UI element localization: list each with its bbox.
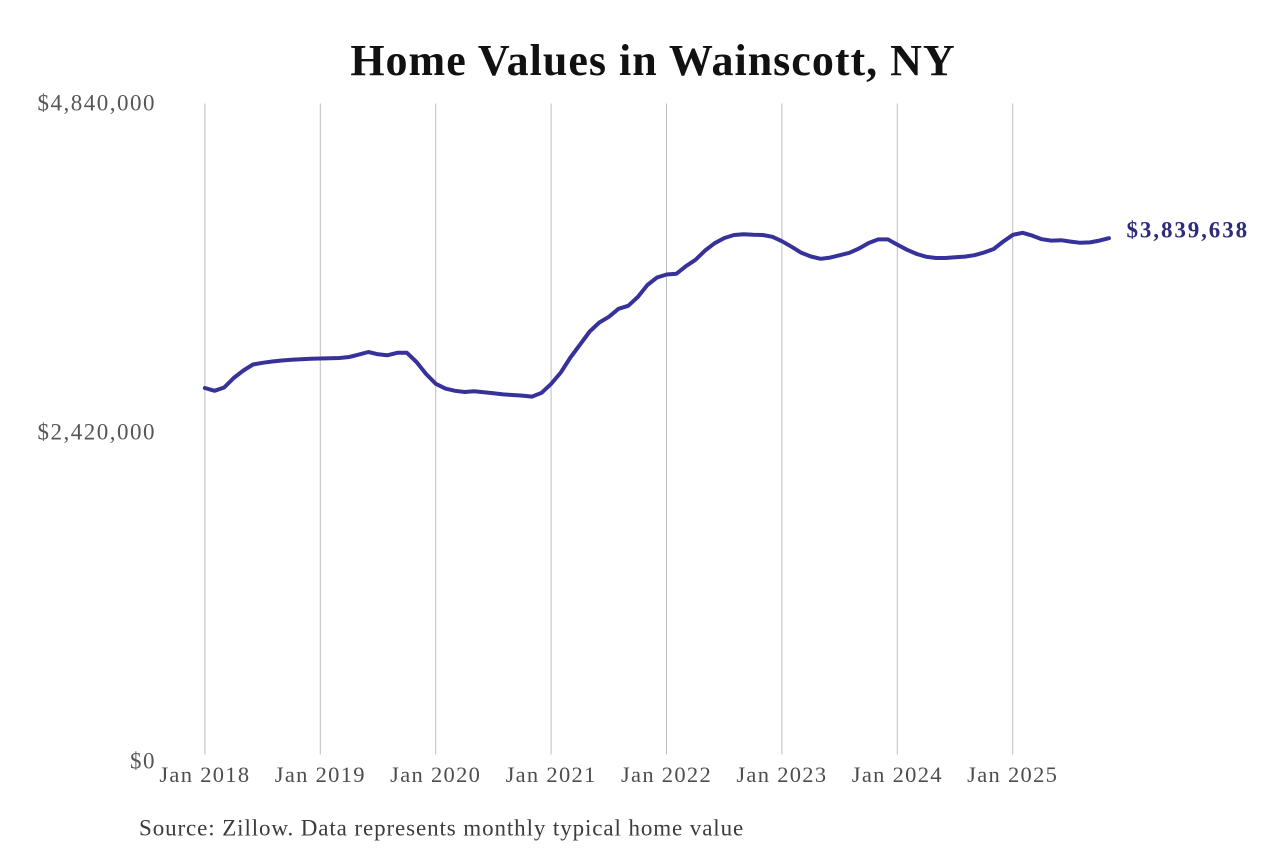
svg-text:Source: Zillow. Data represent: Source: Zillow. Data represents monthly … — [139, 816, 744, 841]
svg-text:Jan 2025: Jan 2025 — [967, 762, 1058, 787]
svg-text:Jan 2021: Jan 2021 — [506, 762, 597, 787]
svg-text:$2,420,000: $2,420,000 — [38, 420, 157, 445]
svg-text:Jan 2018: Jan 2018 — [159, 762, 250, 787]
svg-text:Jan 2019: Jan 2019 — [275, 762, 366, 787]
svg-text:$0: $0 — [130, 749, 156, 774]
svg-text:Jan 2023: Jan 2023 — [736, 762, 827, 787]
svg-text:Jan 2024: Jan 2024 — [852, 762, 943, 787]
svg-text:$3,839,638: $3,839,638 — [1127, 218, 1250, 243]
svg-text:Jan 2022: Jan 2022 — [621, 762, 712, 787]
svg-text:Home Values in Wainscott, NY: Home Values in Wainscott, NY — [350, 36, 955, 85]
svg-text:Jan 2020: Jan 2020 — [390, 762, 481, 787]
svg-text:$4,840,000: $4,840,000 — [38, 91, 157, 116]
